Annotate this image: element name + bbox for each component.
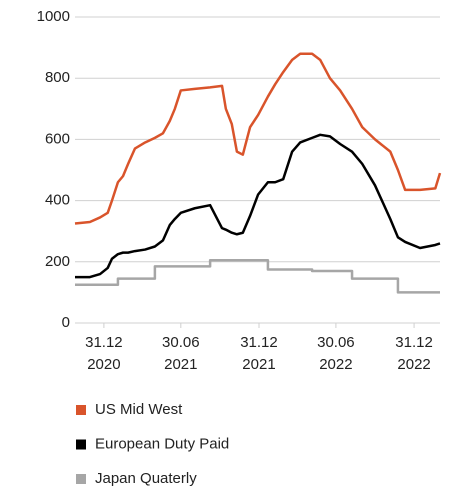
- series-line: [75, 259, 440, 294]
- x-tick-label: 2020: [87, 356, 120, 373]
- y-tick-label: 200: [45, 253, 70, 270]
- x-tick-label: 31.12: [85, 334, 123, 351]
- legend-label: European Duty Paid: [95, 435, 229, 452]
- y-tick-label: 800: [45, 69, 70, 86]
- y-tick-label: 400: [45, 192, 70, 209]
- legend-swatch: [76, 405, 86, 415]
- series-line: [75, 133, 441, 279]
- y-tick-label: 1000: [37, 8, 70, 25]
- x-tick-label: 30.06: [162, 334, 200, 351]
- x-tick-label: 2022: [397, 356, 430, 373]
- legend-swatch: [76, 474, 86, 484]
- x-tick-label: 31.12: [395, 334, 433, 351]
- x-tick-label: 2021: [242, 356, 275, 373]
- y-tick-label: 600: [45, 130, 70, 147]
- legend-label: US Mid West: [95, 401, 183, 418]
- x-tick-label: 2021: [164, 356, 197, 373]
- y-tick-label: 0: [62, 314, 70, 331]
- x-tick-label: 30.06: [317, 334, 355, 351]
- legend-swatch: [76, 439, 86, 450]
- x-tick-label: 2022: [319, 356, 352, 373]
- x-tick-label: 31.12: [240, 334, 278, 351]
- legend-label: Japan Quaterly: [95, 470, 197, 487]
- series-line: [74, 52, 442, 225]
